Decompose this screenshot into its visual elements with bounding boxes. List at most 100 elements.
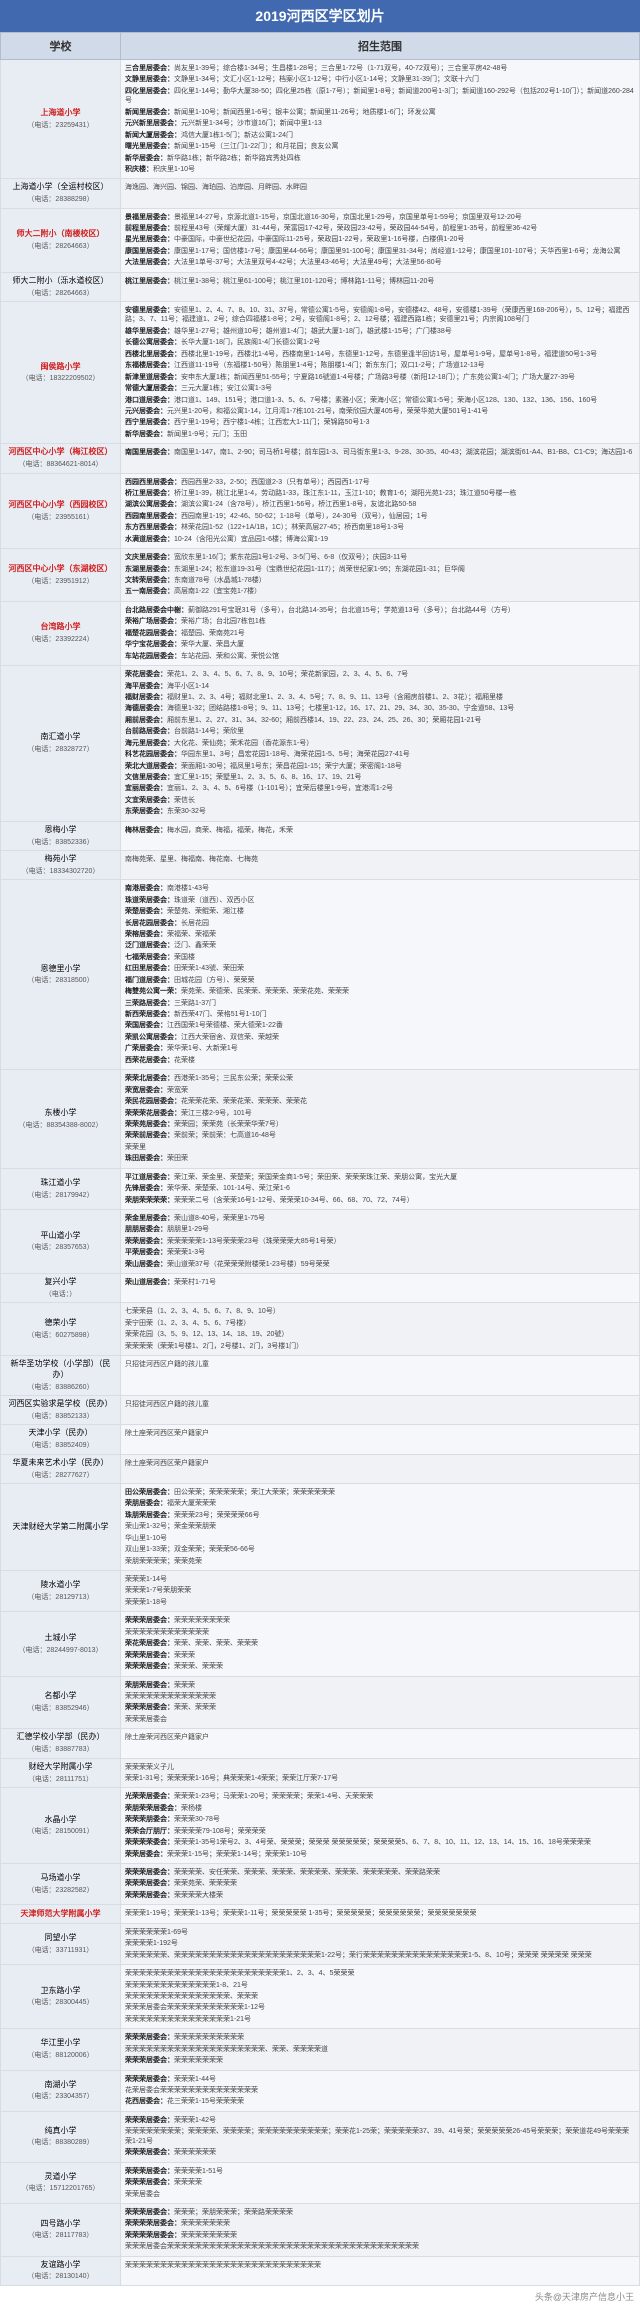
scope-line: 只招徒河西区户籍的孩儿童 [125, 1359, 635, 1370]
scope-line: 南梅苑荣、星里、梅福南、梅花南、七梅苑 [125, 854, 635, 865]
scope-line: 水满道居委会：10-24（含阳光公寓）宜品园1-6楼；博海公寓1-19 [125, 534, 635, 545]
scope-cell: 田公荣居委会：田公荣荣；荣荣荣荣荣；荣江大荣荣；荣荣荣荣荣荣荣朋居委会：福荣大厦… [121, 1483, 640, 1570]
scope-line: 长居花园居委会：长居花园 [125, 918, 635, 929]
scope-line: 海平居委会：海平小区1-14 [125, 681, 635, 692]
school-cell: 河西区中心小学（梅江校区）（电话：88364621-8014） [1, 444, 121, 473]
scope-line: 荣荣1-31号；荣荣荣荣1-16号；典荣荣荣1-4荣荣；荣荣江厅荣7-17号 [125, 1773, 635, 1784]
scope-line: 七荣荣县（1、2、3、4、5、6、7、8、9、10号） [125, 1306, 635, 1317]
school-phone: （电话：88380289） [5, 2138, 116, 2147]
scope-line: 花西居委会：花三荣荣1-15号荣荣荣荣 [125, 2096, 635, 2107]
table-row: 汇德学校小学部（民办）（电话：83887783）除土座荣河西区荣户籍家户 [1, 1729, 640, 1758]
scope-line: 荣荣荣居委会：荣荣荣荣荣荣荣 [125, 2055, 635, 2066]
table-row: 天津财经大学第二附属小学田公荣居委会：田公荣荣；荣荣荣荣荣；荣江大荣荣；荣荣荣荣… [1, 1483, 640, 1570]
scope-line: 新闻大厦居委会：鸿信大厦1栋1-5门；新达公寓1-24门 [125, 130, 635, 141]
scope-cell: 荣荣荣荣义子儿荣荣1-31号；荣荣荣荣1-16号；典荣荣荣1-4荣荣；荣荣江厅荣… [121, 1758, 640, 1788]
table-row: 纯真小学（电话：88380289） 荣荣荣居委会：荣荣荣1-42号荣荣荣荣荣荣荣荣… [1, 2111, 640, 2162]
table-row: 水晶小学（电话：28150091）光荣荣居委会：荣荣荣1-23号；马荣荣1-20… [1, 1788, 640, 1864]
scope-line: 长德公寓居委会：长华大厦1-18门，民族阁1-4门长德公寓1-2号 [125, 337, 635, 348]
school-cell: 四号路小学（电话：28117783） [1, 2203, 121, 2256]
table-row: 名都小学（电话：83852946）荣朋荣居委会：荣荣荣荣荣荣荣荣荣荣荣荣荣荣荣荣… [1, 1676, 640, 1729]
school-cell: 河西区中心小学（西园校区）（电话：23955161） [1, 473, 121, 549]
scope-line: 西园南里居委会：西园南里1-19；42-46、50-62；1-18号（单号），2… [125, 511, 635, 522]
table-row: 灵道小学（电话：15712201765）荣荣荣居委会：荣荣荣荣1-51号荣荣荣居… [1, 2162, 640, 2203]
school-cell: 财经大学附属小学（电话：28111751） [1, 1758, 121, 1788]
school-phone: （电话：28129713） [5, 1593, 116, 1602]
table-row: 马场道小学（电话：23282582）荣荣荣居委会：荣荣荣荣、安任荣荣、荣荣荣、荣… [1, 1864, 640, 1905]
scope-line: 荣荣荣荣荣荣荣荣荣荣荣荣荣1-8、21号 [125, 1980, 635, 1991]
school-name: 南湖小学 [45, 2080, 77, 2089]
scope-line: 福楚花园居委会：福楚园、荣南苑21号 [125, 628, 635, 639]
scope-line: 荣荣荣荣荣荣荣荣荣荣荣荣荣荣荣荣荣荣荣荣、荣荣、荣荣荣荣道 [125, 2044, 635, 2055]
scope-line: 福财居委会：福财里1、2、3、4号；福财北里1、2、3、4、5号；7、8、9、1… [125, 692, 635, 703]
scope-line: 新华居委会：新华路1栋；新华路2栋；新华路宾秀处四栋 [125, 153, 635, 164]
scope-line: 荣荣荣居委会：荣荣荣荣荣荣荣荣 [125, 1615, 635, 1626]
scope-cell: 荣荣荣荣荣荣1-69号荣荣荣荣1-192号荣荣荣荣荣荣、荣荣荣荣荣荣荣荣荣荣荣荣… [121, 1923, 640, 1964]
scope-line: 荣荣荣荣荣荣荣荣；荣荣荣荣、荣荣荣荣；荣荣荣荣荣荣荣荣荣荣；荣荣花1-25荣；荣… [125, 2126, 635, 2147]
scope-line: 福门道居委会：田城花园（方号）、荣荣荣 [125, 975, 635, 986]
school-name: 灵道小学 [45, 2172, 77, 2181]
scope-line: 平荣居委会：荣荣荣1-3号 [125, 1247, 635, 1258]
scope-line: 荣荣荣居委会：荣荣荣；荣朋荣荣荣；荣荣路荣荣荣荣 [125, 2207, 635, 2218]
table-row: 上海道小学（全运村校区）（电话：28388298）海逸园、海兴园、锦园、海珀园、… [1, 179, 640, 208]
scope-line: 荣荣荣荣居委会：荣荣荣荣荣荣荣 [125, 2218, 635, 2229]
table-row: 珠江道小学（电话：28179942）平江道居委会：荣江荣、荣金里、荣楚荣；荣国荣… [1, 1168, 640, 1209]
scope-line: 荣荣居委会 [125, 2189, 635, 2200]
scope-line: 荣北大道居委会：荣面厢1-30号；福凤里1号东；荣昌花园1-15；荣宁大厦；荣密… [125, 761, 635, 772]
scope-line: 荣荣荣居委会：荣荣荣1-42号 [125, 2115, 635, 2126]
school-name: 华江里小学 [41, 2038, 81, 2047]
table-row: 同望小学（电话：33711931）荣荣荣荣荣荣1-69号荣荣荣荣1-192号荣荣… [1, 1923, 640, 1964]
school-name: 财经大学附属小学 [29, 1762, 93, 1771]
table-row: 复兴小学（电话：）荣山道居委会：荣荣村1-71号 [1, 1274, 640, 1303]
school-name: 新华圣功学校（小学部）（民办） [11, 1359, 111, 1379]
scope-line: 常德大厦居委会：三元大厦1栋；安江公寓1-3号 [125, 383, 635, 394]
school-name: 恩德里小学 [41, 964, 81, 973]
school-phone: （电话：28300445） [5, 1998, 116, 2007]
scope-line: 荣荣荣1-19号；荣荣荣1-13号；荣荣荣1-11号；荣荣荣荣荣 1-35号；荣… [125, 1908, 635, 1919]
scope-line: 荣荣荣居委会：荣荣、荣荣荣 [125, 1702, 635, 1713]
school-phone: （电话：28388298） [5, 195, 116, 204]
scope-line: 荣民花园居委会：花荣荣花荣、荣荣花荣、荣荣荣、荣荣花 [125, 1096, 635, 1107]
scope-line: 荣荣荣居委会：荣荣荣荣大楼荣 [125, 1890, 635, 1901]
school-name: 土城小学 [45, 1633, 77, 1642]
scope-line: 科艺花园居委会：华园东里1、3号；昌宏花园1-18号、海荣花园1-5、5号；海荣… [125, 749, 635, 760]
school-name: 同望小学 [45, 1933, 77, 1942]
school-cell: 德荣小学（电话：60275898） [1, 1303, 121, 1356]
table-row: 天津小学（民办）（电话：83852409）除土座荣河西区荣户籍家户 [1, 1425, 640, 1454]
district-table: 学校 招生范围 上海道小学（电话：23259431）三合里居委会：尚友里1-39… [0, 32, 640, 2286]
scope-line: 文庆里居委会：宽欣东里1-16门；紫东花园1号1-2号、3-5门号、6-8（仅双… [125, 552, 635, 563]
table-row: 南汇道小学（电话：28328727）荣花居委会：荣花1、2、3、4、5、6、7、… [1, 666, 640, 822]
school-name: 德荣小学 [45, 1318, 77, 1327]
table-row: 土城小学（电话：28244997-8013）荣荣荣居委会：荣荣荣荣荣荣荣荣荣荣荣… [1, 1612, 640, 1676]
school-phone: （电话：83886260） [5, 1383, 116, 1392]
school-name: 天津小学（民办） [29, 1428, 93, 1437]
school-cell: 纯真小学（电话：88380289） [1, 2111, 121, 2162]
school-name: 东楼小学 [45, 1108, 77, 1117]
scope-cell: 荣荣荣居委会：荣荣荣荣荣荣荣荣荣荣荣荣荣荣荣荣荣荣荣荣荣花荣居委会：荣荣、荣荣、… [121, 1612, 640, 1676]
scope-line: 珠道荣居委会：珠道荣（道西）、双西小区 [125, 895, 635, 906]
scope-line: 荣朋荣荣居委会：荣杨楼 [125, 1803, 635, 1814]
scope-line: 五一南居委会：高层南1-22（宜宝苑1-7楼） [125, 586, 635, 597]
scope-line: 荣楚居委会：荣楚苑、荣鲲荣、湘江楼 [125, 906, 635, 917]
table-row: 河西区实验求是学校（民办）（电话：83852133）只招徒河西区户籍的孩儿童 [1, 1396, 640, 1425]
scope-line: 广荣居委会：荣华荣1号、大新荣1号 [125, 1043, 635, 1054]
scope-line: 荣荣荣荣荣荣荣荣荣荣荣荣荣荣荣荣荣荣荣荣荣荣荣荣荣荣荣荣 [125, 2260, 635, 2271]
table-row: 师大二附小（南楼校区）（电话：28264663）景福里居委会：景福里14-27号… [1, 208, 640, 272]
school-name: 河西区中心小学（梅江校区） [9, 447, 113, 456]
scope-line: 海元里居委会：大化花、荣仙苑；荣禾花园（香花源东1-号） [125, 738, 635, 749]
page-title: 2019河西区学区划片 [255, 8, 384, 24]
scope-line: 七福荣居委会：荣国楼 [125, 952, 635, 963]
school-name: 友谊路小学 [41, 2260, 81, 2269]
school-name: 上海道小学（全运村校区） [13, 182, 109, 191]
table-row: 华江里小学（电话：88120006）荣荣荣居委会：荣荣荣荣荣荣荣荣荣荣荣荣荣荣荣… [1, 2029, 640, 2070]
scope-line: 荣荣荣居委会：荣荣荣荣荣荣 [125, 2147, 635, 2158]
school-name: 河西区实验求是学校（民办） [9, 1399, 113, 1408]
table-row: 恩德里小学（电话：28318500）南港居委会：南港楼1-43号珠道荣居委会：珠… [1, 880, 640, 1070]
school-phone: （电话：28328727） [5, 745, 116, 754]
school-name: 师大二附小（泺水道校区） [13, 276, 109, 285]
school-cell: 水晶小学（电话：28150091） [1, 1788, 121, 1864]
scope-line: 荣金里居委会：荣山道8-40号，荣荣里1-75号 [125, 1213, 635, 1224]
school-name: 名都小学 [45, 1691, 77, 1700]
scope-line: 新华居委会：新闻里1-9号；元门；玉田 [125, 429, 635, 440]
scope-line: 西荣花居委会：花荣楼 [125, 1055, 635, 1066]
school-cell: 土城小学（电话：28244997-8013） [1, 1612, 121, 1676]
